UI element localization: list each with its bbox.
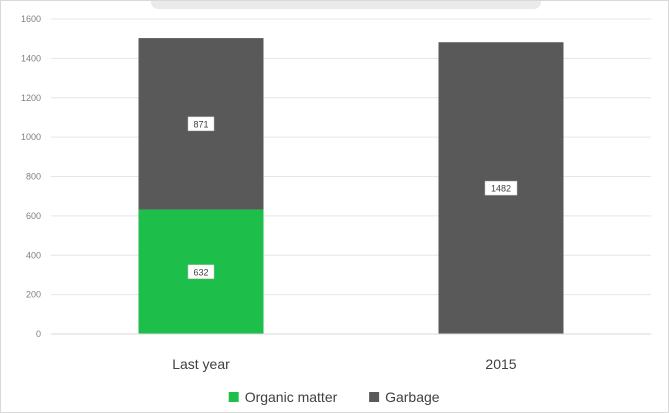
- y-tick-label: 1200: [21, 93, 41, 103]
- data-label-box: [187, 116, 215, 132]
- y-tick-label: 1400: [21, 53, 41, 63]
- y-tick-label: 1000: [21, 132, 41, 142]
- data-label-box: [484, 180, 518, 196]
- y-tick-label: 800: [26, 172, 41, 182]
- y-tick-label: 400: [26, 250, 41, 260]
- data-label-box: [187, 264, 215, 280]
- y-tick-label: 200: [26, 290, 41, 300]
- legend-label: Garbage: [385, 389, 440, 405]
- data-label: 871: [193, 119, 208, 129]
- y-tick-label: 600: [26, 211, 41, 221]
- legend-label: Organic matter: [245, 389, 338, 405]
- x-tick-label: 2015: [485, 356, 516, 372]
- legend-swatch: [369, 392, 380, 402]
- legend-swatch: [228, 392, 239, 402]
- x-tick-label: Last year: [172, 356, 230, 372]
- data-label: 1482: [491, 184, 511, 194]
- chart-title-placeholder: [151, 0, 541, 9]
- y-tick-label: 1600: [21, 14, 41, 24]
- y-tick-label: 0: [36, 329, 41, 339]
- data-label: 632: [193, 267, 208, 277]
